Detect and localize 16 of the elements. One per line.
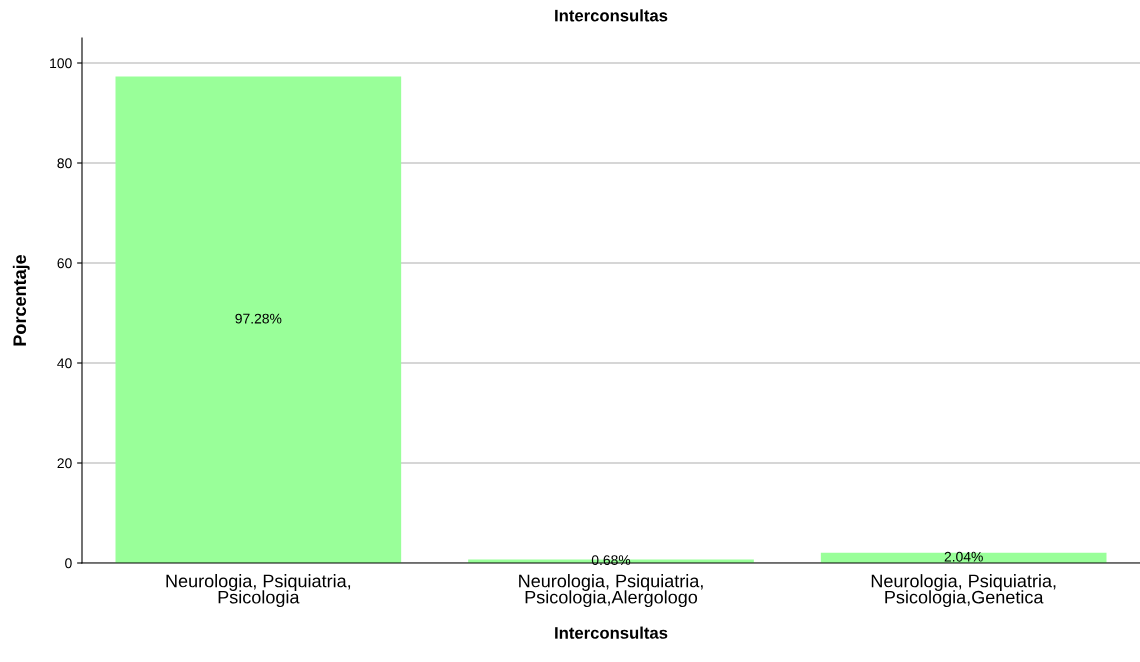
y-tick-label: 60: [57, 258, 72, 269]
x-tick-label: Neurologia, Psiquiatria, Psicologia: [166, 574, 351, 608]
chart-title: Interconsultas: [555, 9, 668, 22]
data-label: 97.28%: [235, 313, 282, 324]
y-tick-label: 20: [57, 458, 72, 469]
data-label: 2.04%: [944, 551, 983, 562]
bar: [115, 76, 402, 563]
data-label: 0.68%: [591, 555, 631, 566]
x-tick-label: Neurologia, Psiquiatria, Psicologia,Genetica: [871, 574, 1056, 608]
y-tick-label: 0: [65, 558, 72, 569]
y-axis-title: Porcentaje: [12, 254, 30, 346]
y-tick-label: 80: [57, 158, 72, 169]
x-axis-title: Interconsultas: [555, 626, 668, 639]
y-tick-label: 40: [57, 358, 72, 369]
y-tick-label: 100: [50, 58, 72, 69]
x-tick-label: Neurologia, Psiquiatria, Psicologia,Alergologo: [519, 574, 703, 608]
